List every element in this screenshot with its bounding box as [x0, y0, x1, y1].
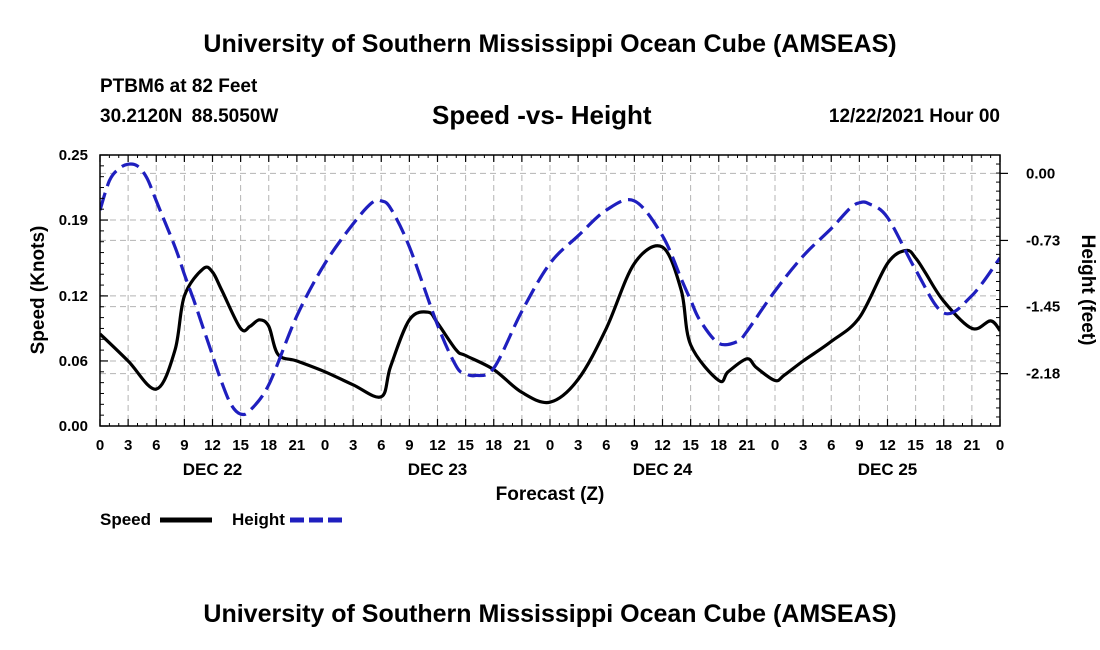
x-tick-label: 0: [546, 437, 554, 454]
x-tick-label: 0: [771, 437, 779, 454]
date-label: DEC 23: [408, 460, 468, 479]
y-axis-title: Speed (Knots): [28, 226, 49, 355]
station-coordinates: 30.2120N 88.5050W: [100, 106, 279, 127]
footer-title: University of Southern Mississippi Ocean…: [203, 600, 897, 628]
x-tick-label: 3: [799, 437, 807, 454]
legend-height-label: Height: [232, 510, 285, 529]
x-tick-label: 15: [232, 437, 249, 454]
x-tick-label: 9: [855, 437, 863, 454]
x-tick-label: 3: [574, 437, 582, 454]
x-tick-label: 15: [682, 437, 699, 454]
grid-lines: [100, 155, 1000, 426]
x-tick-label: 18: [485, 437, 502, 454]
x-tick-label: 12: [879, 437, 896, 454]
x-tick-label: 9: [630, 437, 638, 454]
chart-title: University of Southern Mississippi Ocean…: [203, 30, 897, 58]
y-tick-label: 0.06: [59, 353, 88, 370]
forecast-datetime: 12/22/2021 Hour 00: [828, 106, 1000, 127]
x-tick-label: 21: [514, 437, 531, 454]
y2-tick-label: -0.73: [1026, 232, 1060, 249]
date-label: DEC 22: [183, 460, 243, 479]
x-tick-label: 0: [96, 437, 104, 454]
x-tick-label: 9: [405, 437, 413, 454]
speed-series-line: [100, 244, 1000, 405]
station-label: PTBM6 at 82 Feet: [100, 76, 258, 97]
x-tick-label: 18: [260, 437, 277, 454]
y-tick-label: 0.12: [59, 288, 88, 305]
y2-tick-label: -2.18: [1026, 366, 1060, 383]
height-series-line: [100, 162, 1000, 417]
y2-tick-label: 0.00: [1026, 165, 1055, 182]
date-label: DEC 25: [858, 460, 918, 479]
x-tick-label: 3: [124, 437, 132, 454]
x-tick-label: 18: [935, 437, 952, 454]
x-tick-label: 9: [180, 437, 188, 454]
chart-subtitle: Speed -vs- Height: [432, 100, 652, 130]
x-tick-label: 12: [654, 437, 671, 454]
y-tick-label: 0.00: [59, 418, 88, 435]
x-tick-label: 0: [321, 437, 329, 454]
date-label: DEC 24: [633, 460, 693, 479]
x-tick-label: 21: [964, 437, 981, 454]
x-tick-label: 15: [457, 437, 474, 454]
x-tick-label: 6: [827, 437, 835, 454]
x-tick-label: 21: [289, 437, 306, 454]
x-tick-label: 12: [204, 437, 221, 454]
y2-axis-title: Height (feet): [1077, 235, 1098, 346]
y-tick-label: 0.25: [59, 147, 88, 164]
axis-ticks: [99, 154, 1008, 427]
y2-tick-label: -1.45: [1026, 299, 1060, 316]
x-tick-label: 12: [429, 437, 446, 454]
x-tick-label: 6: [602, 437, 610, 454]
x-tick-label: 15: [907, 437, 924, 454]
legend-speed-label: Speed: [100, 510, 152, 529]
x-tick-label: 3: [349, 437, 357, 454]
x-tick-label: 18: [710, 437, 727, 454]
x-tick-label: 6: [377, 437, 385, 454]
axis-labels: 0 3 6 9 12 15 18 21 0 3 6 9 12 15 18 21 0 3 6 9 12 15 18 21 0 3 6 9…: [59, 147, 1060, 479]
x-tick-label: 21: [739, 437, 756, 454]
series-lines: [100, 162, 1000, 417]
x-axis-title: Forecast (Z): [496, 484, 605, 505]
x-tick-label: 0: [996, 437, 1004, 454]
y-tick-label: 0.19: [59, 212, 88, 229]
x-tick-label: 6: [152, 437, 160, 454]
